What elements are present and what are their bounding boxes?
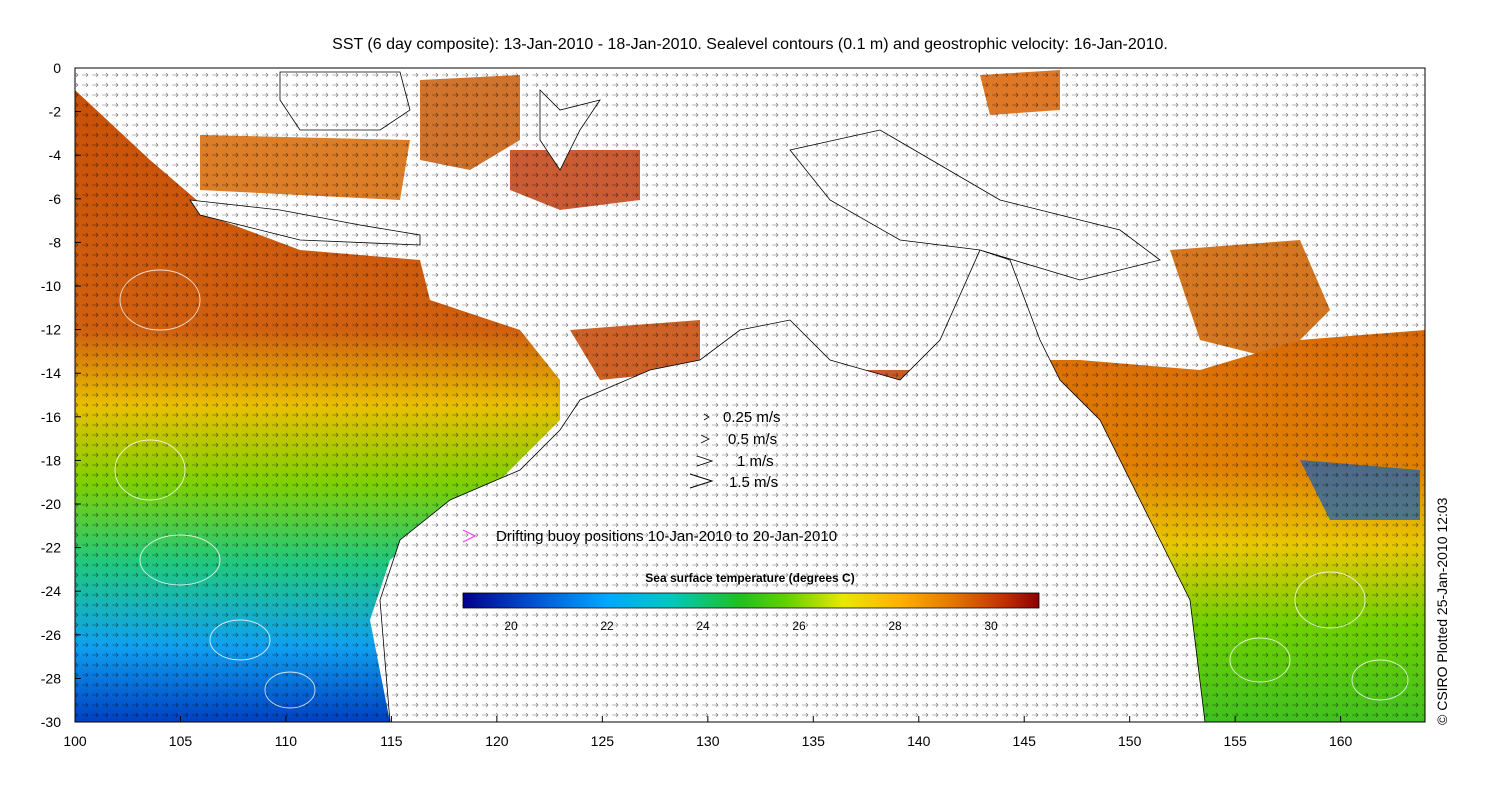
y-tick-label: -22 [41,540,61,556]
velocity-label: 1 m/s [737,453,774,470]
velocity-legend-item: 0.5 m/s [700,431,777,448]
y-tick-label: -4 [49,147,62,163]
colorbar-tick-label: 20 [504,619,518,633]
y-tick-label: -12 [41,322,61,338]
y-tick-label: -30 [41,714,61,730]
velocity-label: 0.5 m/s [728,431,777,448]
velocity-legend-item: 0.25 m/s [703,409,781,426]
x-tick-label: 120 [485,733,509,749]
y-tick-label: -26 [41,627,61,643]
velocity-arrow-icon [703,413,710,421]
x-tick-label: 150 [1118,733,1142,749]
x-axis: 100 105 110 115 120 125 130 135 140 145 150 155 160 [63,716,1353,749]
y-axis: 0 -2 -4 -6 -8 -10 -12 -14 -16 -18 -20 -22 -24 -26 -28 -… [41,60,81,730]
velocity-legend-item: 1 m/s [696,453,774,470]
velocity-arrow-icon [700,434,710,444]
plot-border [74,67,1426,723]
y-tick-label: -6 [49,191,62,207]
y-tick-label: -16 [41,409,61,425]
y-tick-label: -24 [41,583,61,599]
velocity-legend-item: 1.5 m/s [689,473,778,491]
velocity-label: 1.5 m/s [729,474,778,491]
y-tick-label: -18 [41,452,61,468]
x-tick-label: 135 [802,733,826,749]
colorbar: Sea surface temperature (degrees C) 20 22… [462,571,1040,633]
colorbar-gradient [462,592,1040,609]
x-tick-label: 155 [1223,733,1247,749]
y-tick-label: -20 [41,496,61,512]
velocity-legend: 0.25 m/s 0.5 m/s 1 m/s 1.5 m/s [689,409,781,491]
x-tick-label: 130 [696,733,720,749]
colorbar-tick-label: 24 [696,619,710,633]
colorbar-tick-label: 28 [888,619,902,633]
colorbar-tick-label: 22 [600,619,614,633]
credit-text: © CSIRO Plotted 25-Jan-2010 12:03 [1434,497,1450,725]
colorbar-title: Sea surface temperature (degrees C) [645,571,854,585]
x-tick-label: 115 [380,733,403,749]
buoy-marker-icon [462,529,477,543]
x-tick-label: 100 [63,733,87,749]
x-tick-label: 105 [169,733,193,749]
y-tick-label: -2 [49,104,62,120]
velocity-arrow-icon [696,455,714,467]
sealevel-contours [114,269,1409,709]
colorbar-tick-label: 30 [984,619,998,633]
y-tick-label: -14 [41,365,61,381]
x-tick-label: 160 [1329,733,1353,749]
velocity-field [75,68,1425,722]
x-tick-label: 145 [1013,733,1037,749]
velocity-label: 0.25 m/s [723,409,781,426]
buoy-legend: Drifting buoy positions 10-Jan-2010 to 2… [462,528,837,545]
x-tick-label: 110 [275,733,298,749]
y-tick-label: -8 [49,234,62,250]
velocity-arrow-icon [689,473,714,489]
colorbar-tick-label: 26 [792,619,806,633]
map-title: SST (6 day composite): 13-Jan-2010 - 18-… [332,36,1168,53]
y-tick-label: -10 [41,278,61,294]
x-tick-label: 140 [907,733,931,749]
buoy-legend-label: Drifting buoy positions 10-Jan-2010 to 2… [496,528,837,545]
x-tick-label: 125 [591,733,615,749]
y-tick-label: -28 [41,670,61,686]
y-tick-label: 0 [53,60,61,76]
